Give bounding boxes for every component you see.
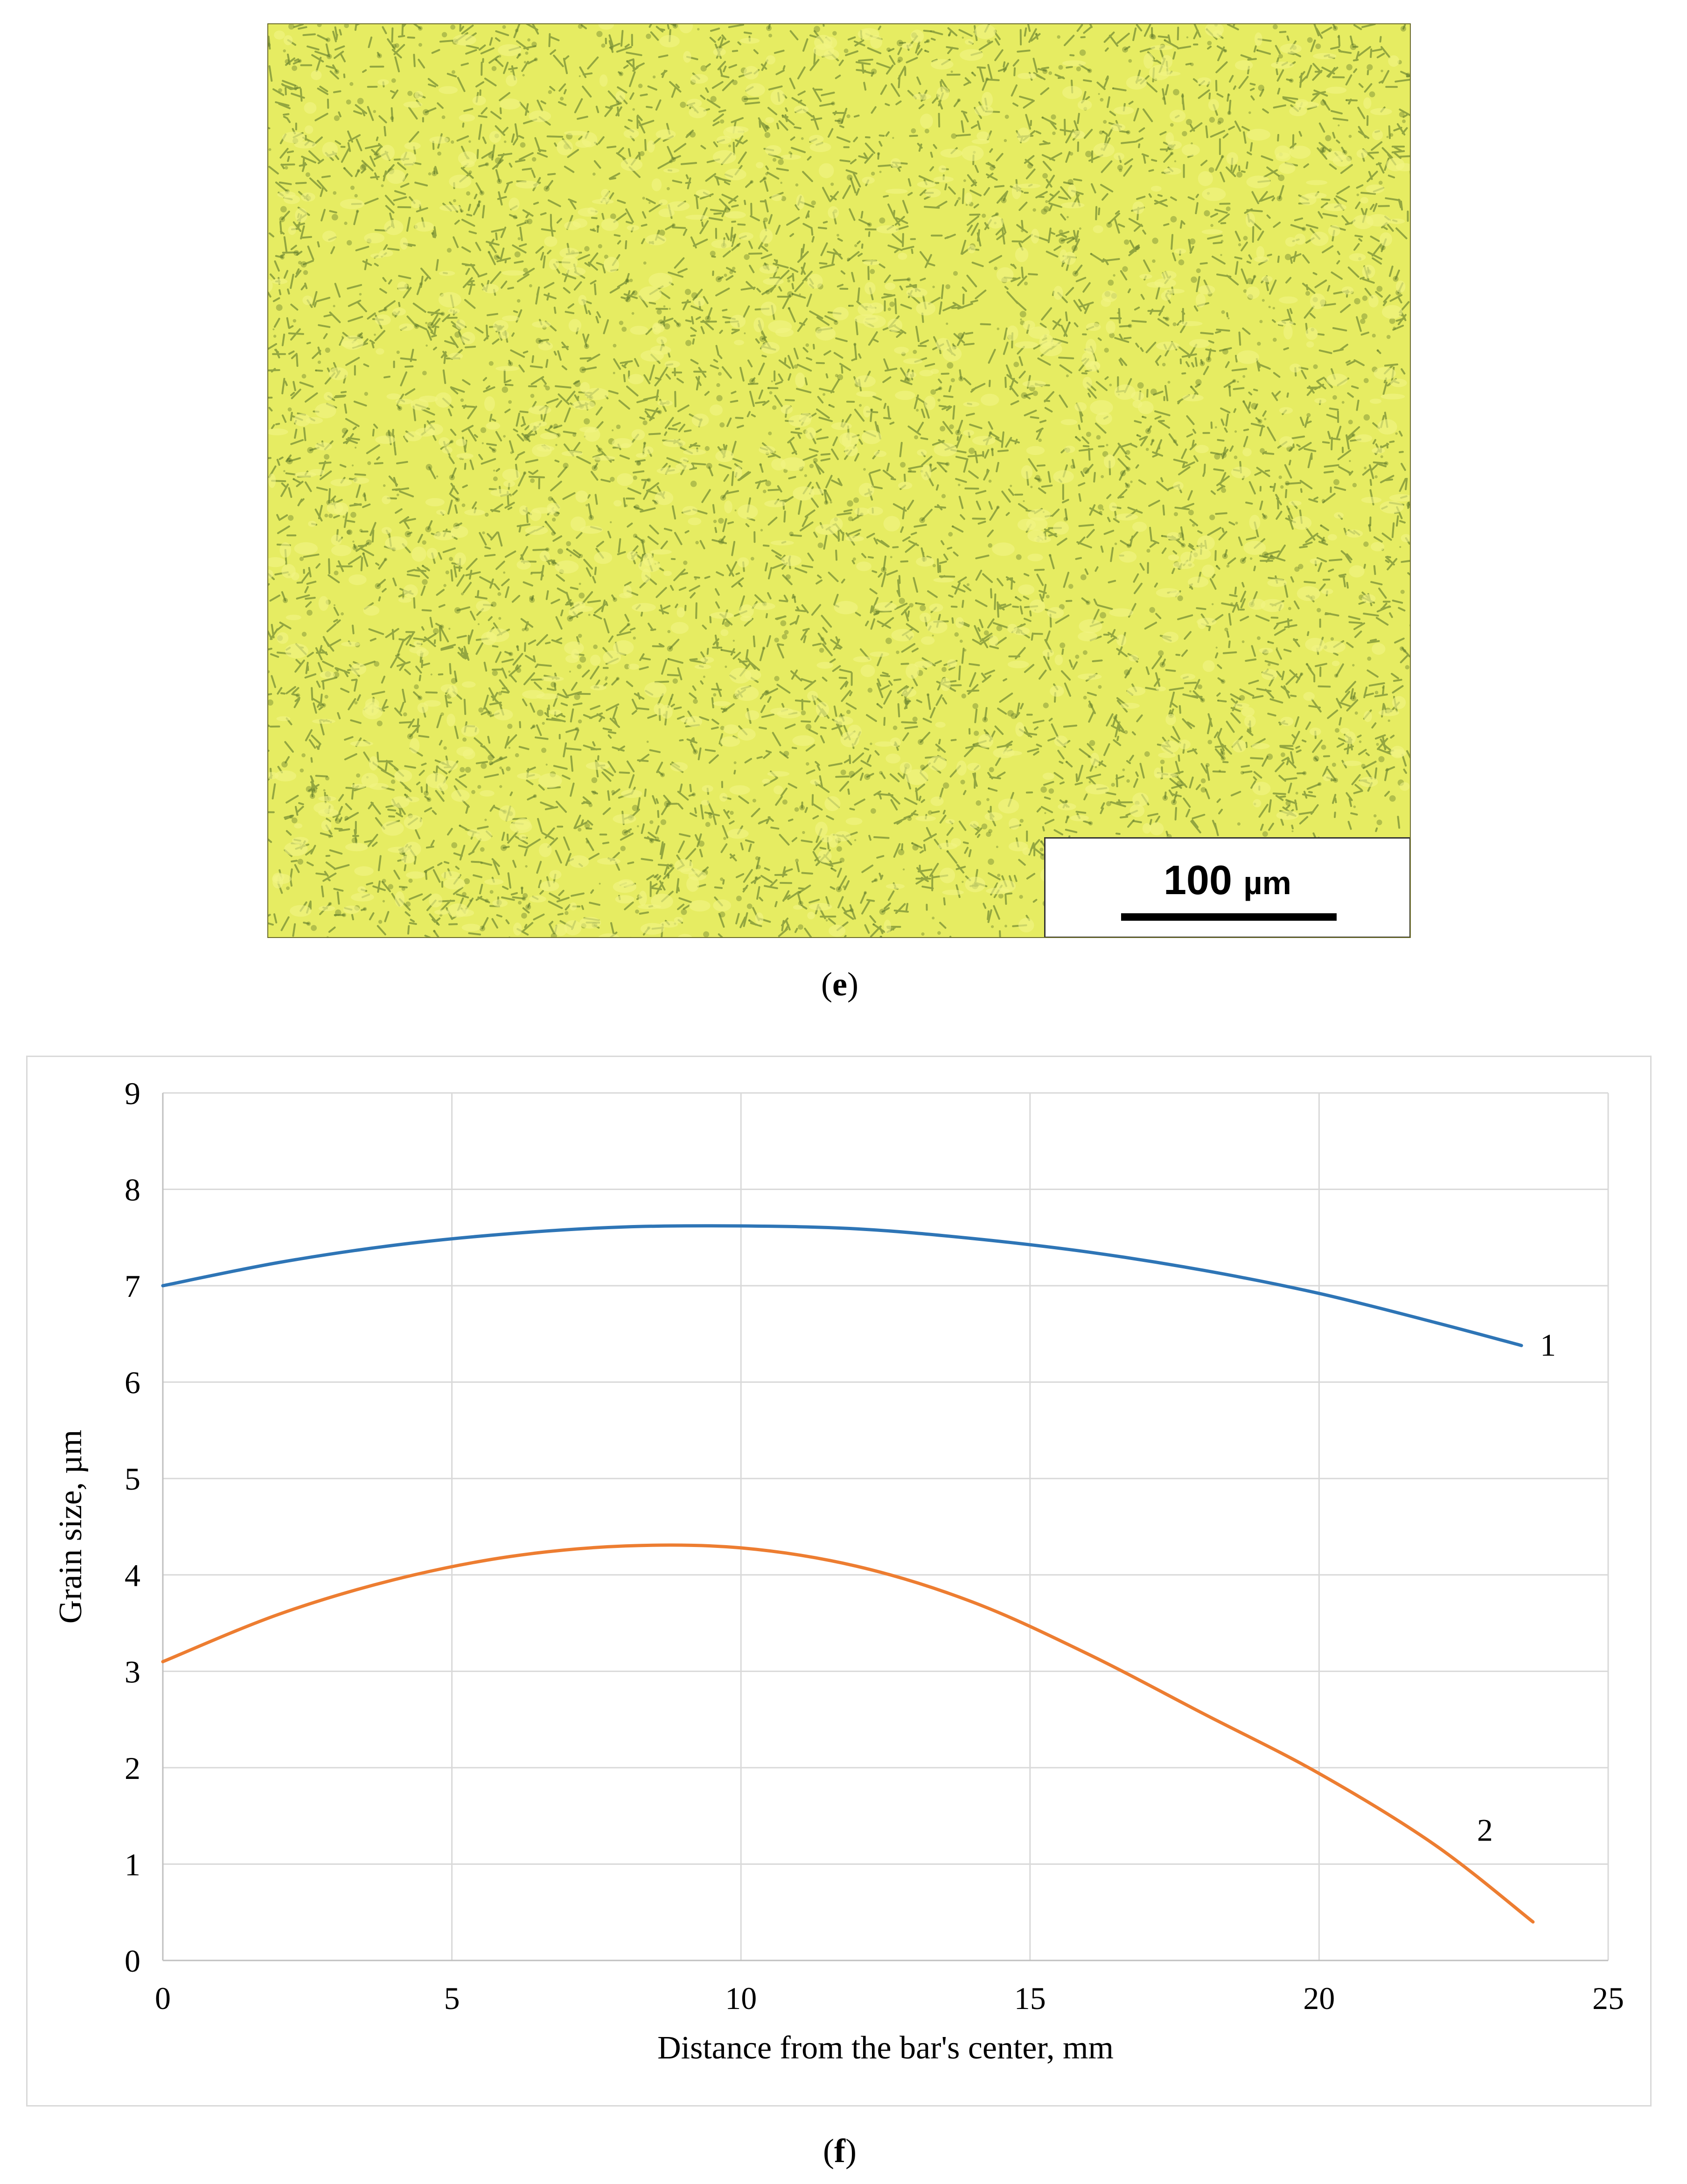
y-tick-label: 3 bbox=[125, 1654, 140, 1689]
scale-bar-label: 100 µm bbox=[1046, 856, 1409, 904]
scale-bar-box: 100 µm bbox=[1044, 837, 1410, 937]
x-tick-label: 10 bbox=[725, 1981, 757, 2016]
series-line-1 bbox=[161, 1224, 1523, 1347]
y-tick-label: 5 bbox=[125, 1461, 140, 1497]
y-tick-label: 4 bbox=[125, 1558, 140, 1593]
x-tick-label: 0 bbox=[155, 1981, 171, 2016]
panel-label-e: (e) bbox=[821, 966, 858, 1003]
y-tick-label: 7 bbox=[125, 1268, 140, 1304]
chart-axes bbox=[162, 1093, 1608, 1961]
y-tick-label: 2 bbox=[125, 1750, 140, 1786]
grain-size-chart: 0 1 2 3 4 5 6 7 8 9 0 5 10 15 20 25 1 2 Distance from the… bbox=[53, 1076, 1624, 2066]
y-tick-label: 6 bbox=[125, 1365, 140, 1400]
scale-bar-value: 100 bbox=[1164, 857, 1232, 903]
x-tick-label: 5 bbox=[444, 1981, 460, 2016]
chart-frame: 0 1 2 3 4 5 6 7 8 9 0 5 10 15 20 25 1 2 Distance from the… bbox=[26, 1056, 1652, 2107]
chart-series bbox=[161, 1224, 1535, 1924]
y-axis-title: Grain size, µm bbox=[53, 1430, 89, 1624]
y-tick-label: 0 bbox=[125, 1943, 140, 1979]
panel-label-f-letter: f bbox=[834, 2132, 845, 2170]
series-label-2: 2 bbox=[1477, 1812, 1493, 1848]
chart-tick-labels: 0 1 2 3 4 5 6 7 8 9 0 5 10 15 20 25 bbox=[125, 1076, 1624, 2016]
x-axis-title: Distance from the bar's center, mm bbox=[657, 2030, 1114, 2066]
y-tick-label: 8 bbox=[125, 1172, 140, 1208]
micrograph-image: 100 µm bbox=[267, 23, 1411, 938]
scale-bar-line bbox=[1121, 913, 1337, 921]
series-label-1: 1 bbox=[1540, 1327, 1556, 1363]
scale-bar-unit: µm bbox=[1243, 865, 1291, 901]
y-tick-label: 1 bbox=[125, 1847, 140, 1882]
chart-labels: 1 2 Distance from the bar's center, mm Grai… bbox=[53, 1327, 1556, 2066]
panel-label-f: (f) bbox=[823, 2132, 857, 2170]
series-line-2 bbox=[161, 1543, 1535, 1924]
x-tick-label: 25 bbox=[1592, 1981, 1624, 2016]
y-tick-label: 9 bbox=[125, 1076, 140, 1111]
x-tick-label: 15 bbox=[1014, 1981, 1046, 2016]
micrograph-texture bbox=[268, 24, 1410, 937]
panel-label-e-letter: e bbox=[832, 966, 847, 1003]
chart-grid bbox=[163, 1092, 1609, 1960]
x-tick-label: 20 bbox=[1303, 1981, 1335, 2016]
